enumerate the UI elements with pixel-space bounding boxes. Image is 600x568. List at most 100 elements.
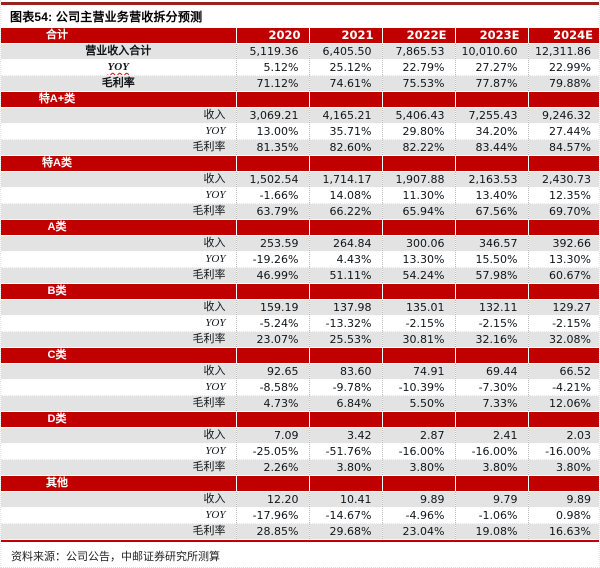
column-header-year: 2023E	[454, 27, 528, 44]
value-cell: 23.07%	[235, 331, 309, 348]
value-cell: 81.35%	[235, 139, 309, 156]
section-header-cell	[527, 347, 599, 364]
section-header-cell	[454, 91, 528, 108]
section-name-label: D类	[47, 413, 67, 425]
value-cell: 11.30%	[381, 187, 455, 204]
value-cell: 67.56%	[454, 203, 528, 220]
value-cell: 83.60	[308, 363, 382, 380]
title-bar: 图表54: 公司主营业务营收拆分预测	[1, 5, 599, 27]
row-label: 营业收入合计	[1, 43, 236, 60]
section-header-cell	[235, 219, 309, 236]
value-cell: 1,502.54	[235, 171, 309, 188]
value-cell: 25.12%	[308, 59, 382, 76]
value-cell: 22.79%	[381, 59, 455, 76]
table-row: 毛利率 81.35% 82.60% 82.22% 83.44% 84.57%	[1, 139, 599, 156]
value-cell: 12.35%	[527, 187, 599, 204]
value-cell: -16.00%	[527, 443, 599, 460]
section-header-cell	[381, 155, 455, 172]
figure-title: 图表54: 公司主营业务营收拆分预测	[10, 9, 203, 24]
revenue-forecast-table: 合计 2020 2021 2022E 2023E 2024E 营业收入合计 5,119.36 6…	[1, 27, 599, 540]
value-cell: 79.88%	[527, 75, 599, 92]
section-header-cell	[308, 283, 382, 300]
value-cell: -16.00%	[381, 443, 455, 460]
section-header-cell	[308, 411, 382, 428]
table-row: 收入 1,502.54 1,714.17 1,907.88 2,163.53 2,430.…	[1, 171, 599, 188]
value-cell: 10.41	[308, 491, 382, 508]
value-cell: 57.98%	[454, 267, 528, 284]
column-header-year: 2020	[235, 27, 309, 44]
value-cell: 92.65	[235, 363, 309, 380]
value-cell: -4.96%	[381, 507, 455, 524]
row-label: YOY	[1, 251, 236, 268]
row-label: YOY	[1, 315, 236, 332]
value-cell: 4,165.21	[308, 107, 382, 124]
value-cell: 16.63%	[527, 523, 599, 540]
row-label: 收入	[1, 171, 236, 188]
section-header-cell	[381, 283, 455, 300]
table-row: 收入 253.59 264.84 300.06 346.57 392.66	[1, 235, 599, 252]
value-cell: 132.11	[454, 299, 528, 316]
section-header-cell	[308, 347, 382, 364]
section-header-cell	[381, 219, 455, 236]
value-cell: 13.30%	[381, 251, 455, 268]
row-label: 收入	[1, 491, 236, 508]
value-cell: 83.44%	[454, 139, 528, 156]
section-header-cell	[308, 219, 382, 236]
value-cell: 5,119.36	[235, 43, 309, 60]
table-row: 收入 159.19 137.98 135.01 132.11 129.27	[1, 299, 599, 316]
value-cell: 69.70%	[527, 203, 599, 220]
section-header-cell	[381, 475, 455, 492]
value-cell: 2.26%	[235, 459, 309, 476]
value-cell: 2.03	[527, 427, 599, 444]
section-header-cell	[235, 475, 309, 492]
value-cell: 2,430.73	[527, 171, 599, 188]
value-cell: 28.85%	[235, 523, 309, 540]
value-cell: 2.87	[381, 427, 455, 444]
row-label: 毛利率	[1, 395, 236, 412]
column-header-year: 2021	[308, 27, 382, 44]
value-cell: 32.16%	[454, 331, 528, 348]
value-cell: 27.27%	[454, 59, 528, 76]
section-header-cell	[308, 155, 382, 172]
value-cell: 4.43%	[308, 251, 382, 268]
table-row: YOY -17.96% -14.67% -4.96% -1.06% 0.98%	[1, 507, 599, 524]
value-cell: 23.04%	[381, 523, 455, 540]
table-row: YOY -19.26% 4.43% 13.30% 15.50% 13.30%	[1, 251, 599, 268]
section-header-cell	[527, 411, 599, 428]
value-cell: 253.59	[235, 235, 309, 252]
value-cell: 29.68%	[308, 523, 382, 540]
table-row: 营业收入合计 5,119.36 6,405.50 7,865.53 10,010.60 1…	[1, 43, 599, 60]
value-cell: -2.15%	[527, 315, 599, 332]
value-cell: 30.81%	[381, 331, 455, 348]
row-label: 毛利率	[1, 267, 236, 284]
section-header-row: 特A+类	[1, 91, 599, 108]
value-cell: 60.67%	[527, 267, 599, 284]
value-cell: 9.79	[454, 491, 528, 508]
value-cell: 54.24%	[381, 267, 455, 284]
table-row: YOY 13.00% 35.71% 29.80% 34.20% 27.44%	[1, 123, 599, 140]
value-cell: 12.06%	[527, 395, 599, 412]
value-cell: -2.15%	[454, 315, 528, 332]
section-name-cell: A类	[1, 219, 236, 236]
value-cell: 3.80%	[527, 459, 599, 476]
row-label: 毛利率	[1, 203, 236, 220]
value-cell: 7.09	[235, 427, 309, 444]
section-header-cell	[527, 283, 599, 300]
value-cell: 264.84	[308, 235, 382, 252]
value-cell: -10.39%	[381, 379, 455, 396]
section-name-label: C类	[47, 349, 67, 361]
value-cell: -8.58%	[235, 379, 309, 396]
table-row: 毛利率 2.26% 3.80% 3.80% 3.80% 3.80%	[1, 459, 599, 476]
row-label: 收入	[1, 363, 236, 380]
row-label: 收入	[1, 299, 236, 316]
table-row: 毛利率 4.73% 6.84% 5.50% 7.33% 12.06%	[1, 395, 599, 412]
value-cell: -19.26%	[235, 251, 309, 268]
table-row: 收入 12.20 10.41 9.89 9.79 9.89	[1, 491, 599, 508]
value-cell: 32.08%	[527, 331, 599, 348]
row-label: 毛利率	[1, 459, 236, 476]
value-cell: 3.80%	[381, 459, 455, 476]
section-header-row: B类	[1, 283, 599, 300]
row-label: 收入	[1, 107, 236, 124]
row-label: 毛利率	[1, 523, 236, 540]
